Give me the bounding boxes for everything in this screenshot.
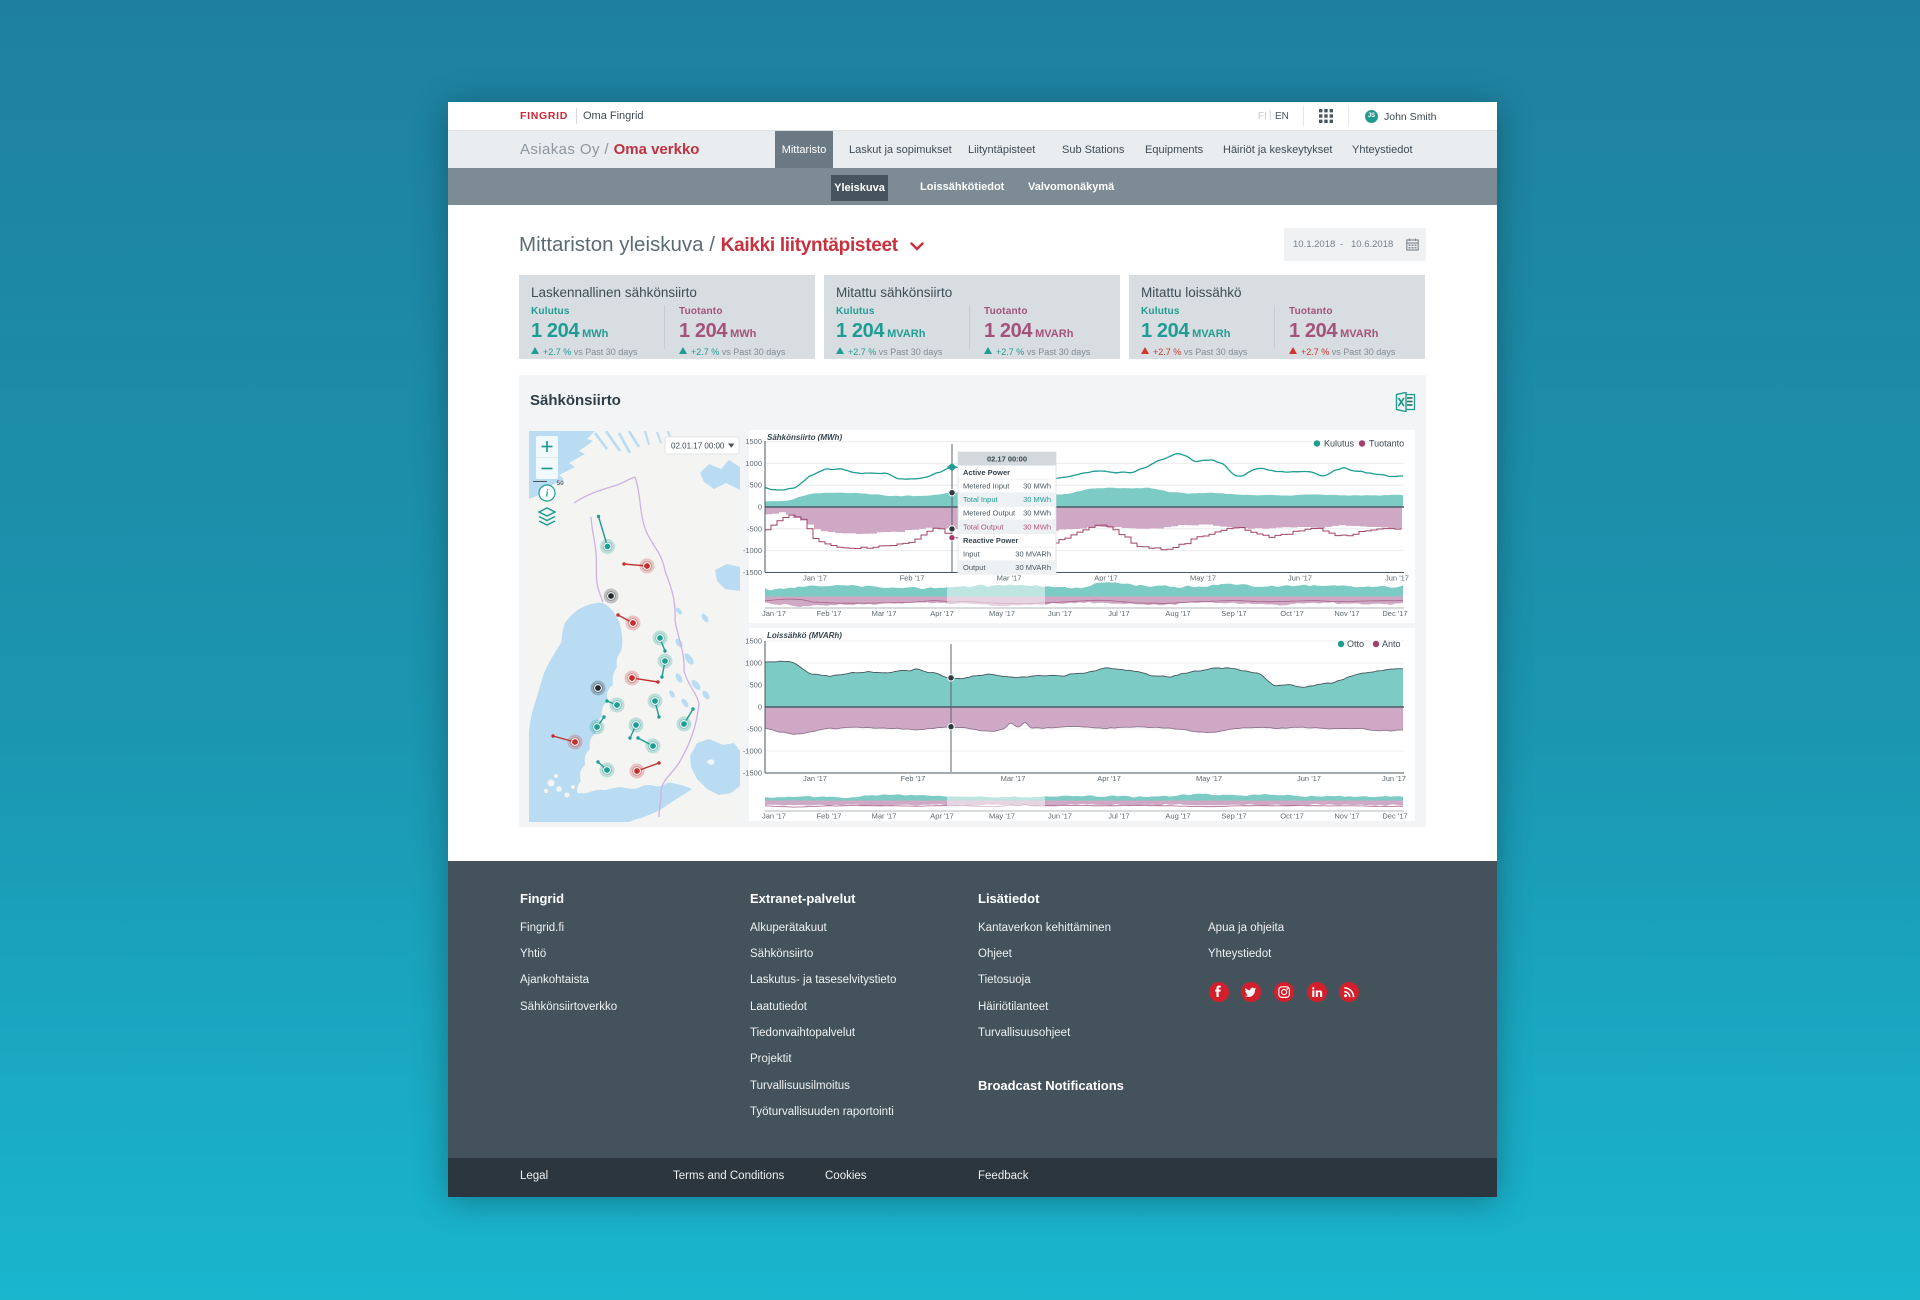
svg-text:Active Power: Active Power — [963, 468, 1010, 477]
svg-text:Tuotanto: Tuotanto — [1369, 439, 1404, 449]
svg-text:Jan '17: Jan '17 — [803, 574, 827, 583]
svg-text:Aug '17: Aug '17 — [1165, 812, 1190, 821]
svg-text:-1000: -1000 — [743, 747, 762, 756]
svg-text:1000: 1000 — [745, 459, 762, 468]
svg-text:Mar '17: Mar '17 — [997, 574, 1022, 583]
svg-text:Loissähkö (MVARh): Loissähkö (MVARh) — [767, 631, 842, 640]
svg-text:Jul '17: Jul '17 — [1108, 609, 1129, 618]
svg-text:30 MWh: 30 MWh — [1023, 509, 1051, 518]
svg-text:Oct '17: Oct '17 — [1280, 609, 1304, 618]
svg-text:i: i — [546, 489, 549, 500]
svg-text:Mar '17: Mar '17 — [872, 812, 897, 821]
svg-text:Oct '17: Oct '17 — [1280, 812, 1304, 821]
svg-text:-500: -500 — [747, 725, 762, 734]
svg-text:Jul '17: Jul '17 — [1108, 812, 1129, 821]
svg-text:May '17: May '17 — [1196, 774, 1222, 783]
svg-text:0: 0 — [758, 703, 762, 712]
svg-text:1500: 1500 — [745, 437, 762, 446]
svg-text:May '17: May '17 — [1190, 574, 1216, 583]
svg-text:-1500: -1500 — [743, 769, 762, 778]
svg-text:Kulutus: Kulutus — [1324, 439, 1355, 449]
svg-text:-1500: -1500 — [743, 568, 762, 577]
svg-text:Output: Output — [963, 563, 986, 572]
svg-text:Nov '17: Nov '17 — [1334, 812, 1359, 821]
svg-text:1500: 1500 — [745, 637, 762, 646]
svg-text:-1000: -1000 — [743, 546, 762, 555]
svg-text:0: 0 — [758, 503, 762, 512]
svg-text:Dec '17: Dec '17 — [1382, 609, 1407, 618]
svg-text:Mar '17: Mar '17 — [1001, 774, 1026, 783]
svg-text:Jan '17: Jan '17 — [803, 774, 827, 783]
svg-text:30 MWh: 30 MWh — [1023, 482, 1051, 491]
svg-text:Sähkönsiirto (MWh): Sähkönsiirto (MWh) — [767, 433, 842, 442]
svg-text:30 MVARh: 30 MVARh — [1015, 550, 1051, 559]
svg-text:Total Input: Total Input — [963, 495, 999, 504]
svg-text:Aug '17: Aug '17 — [1165, 609, 1190, 618]
svg-text:Jun '17: Jun '17 — [1297, 774, 1321, 783]
svg-text:30 MVARh: 30 MVARh — [1015, 563, 1051, 572]
svg-text:Reactive Power: Reactive Power — [963, 536, 1019, 545]
svg-text:Sep '17: Sep '17 — [1221, 812, 1246, 821]
svg-text:Jun '17: Jun '17 — [1288, 574, 1312, 583]
svg-text:-500: -500 — [747, 524, 762, 533]
svg-text:Dec '17: Dec '17 — [1382, 812, 1407, 821]
svg-text:Anto: Anto — [1382, 639, 1401, 649]
svg-text:02.01.17 00:00: 02.01.17 00:00 — [671, 442, 725, 451]
svg-text:Apr '17: Apr '17 — [1094, 574, 1118, 583]
svg-text:Apr '17: Apr '17 — [930, 812, 954, 821]
svg-text:Jun '17: Jun '17 — [1382, 774, 1406, 783]
svg-text:May '17: May '17 — [989, 609, 1015, 618]
svg-text:Jan '17: Jan '17 — [762, 812, 786, 821]
svg-text:Jun '17: Jun '17 — [1048, 609, 1072, 618]
svg-text:Metered Output: Metered Output — [963, 509, 1016, 518]
svg-text:Jun '17: Jun '17 — [1048, 812, 1072, 821]
svg-text:Total Output: Total Output — [963, 522, 1004, 531]
svg-text:Otto: Otto — [1347, 639, 1364, 649]
svg-text:Mar '17: Mar '17 — [872, 609, 897, 618]
svg-text:500: 500 — [749, 481, 762, 490]
svg-text:02.17 00:00: 02.17 00:00 — [987, 455, 1027, 464]
svg-text:Jun '17: Jun '17 — [1385, 574, 1409, 583]
svg-text:500: 500 — [749, 681, 762, 690]
svg-text:May '17: May '17 — [989, 812, 1015, 821]
svg-text:Feb '17: Feb '17 — [900, 574, 925, 583]
svg-text:Apr '17: Apr '17 — [930, 609, 954, 618]
svg-text:Input: Input — [963, 550, 981, 559]
svg-text:Feb '17: Feb '17 — [901, 774, 926, 783]
svg-text:Metered Input: Metered Input — [963, 482, 1010, 491]
svg-text:Apr '17: Apr '17 — [1097, 774, 1121, 783]
svg-text:Feb '17: Feb '17 — [817, 609, 842, 618]
svg-text:Feb '17: Feb '17 — [817, 812, 842, 821]
svg-text:Nov '17: Nov '17 — [1334, 609, 1359, 618]
svg-text:Sep '17: Sep '17 — [1221, 609, 1246, 618]
svg-text:50: 50 — [557, 480, 565, 487]
svg-text:Jan '17: Jan '17 — [762, 609, 786, 618]
svg-text:1000: 1000 — [745, 659, 762, 668]
svg-text:30 MWh: 30 MWh — [1023, 495, 1051, 504]
svg-text:30 MWh: 30 MWh — [1023, 522, 1051, 531]
